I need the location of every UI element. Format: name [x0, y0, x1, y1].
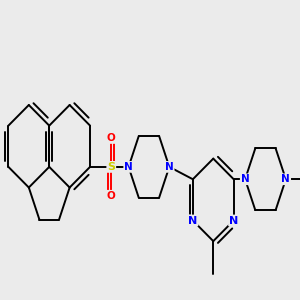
Text: N: N	[229, 215, 238, 226]
Text: O: O	[107, 191, 116, 201]
Text: N: N	[165, 162, 174, 172]
Text: N: N	[188, 215, 197, 226]
Text: N: N	[281, 174, 290, 184]
Text: N: N	[241, 174, 250, 184]
Text: N: N	[124, 162, 133, 172]
Text: O: O	[107, 133, 116, 143]
Text: S: S	[107, 162, 115, 172]
